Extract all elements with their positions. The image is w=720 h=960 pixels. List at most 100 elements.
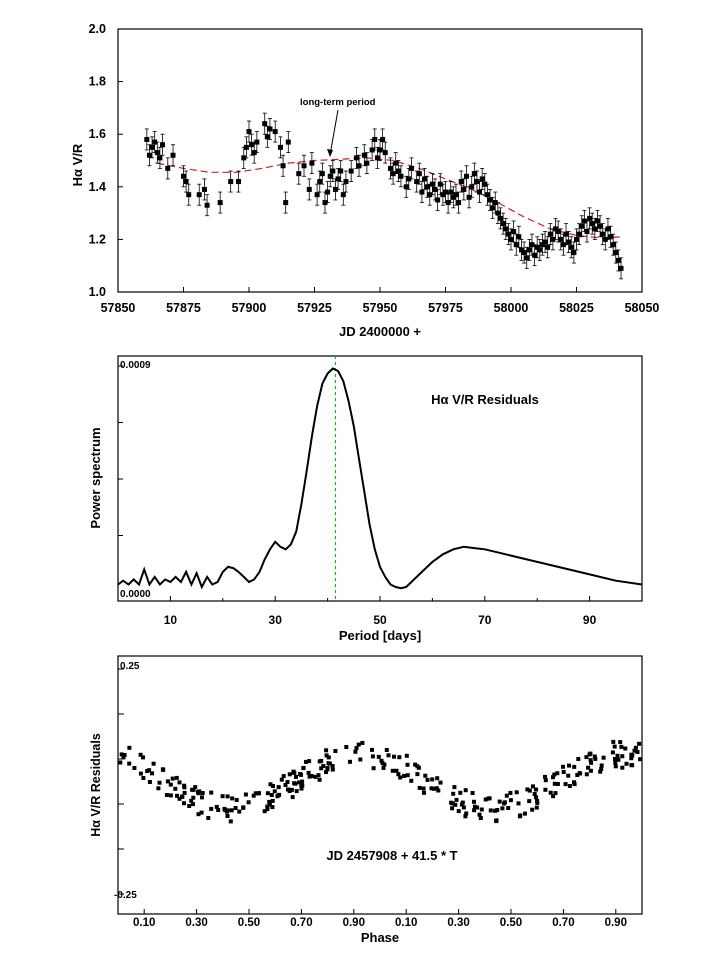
residual-data-point <box>430 777 435 782</box>
residual-data-point <box>552 772 557 777</box>
long-term-period-annotation: long-term period <box>300 97 376 108</box>
vr-data-point <box>555 220 561 243</box>
residual-data-point <box>637 741 642 746</box>
vr-data-point <box>380 128 386 151</box>
vr-data-point <box>170 144 176 167</box>
residual-data-point <box>243 792 248 797</box>
vr-data-point <box>356 154 362 177</box>
vr-data-point <box>285 131 291 154</box>
vr-data-point <box>600 223 606 246</box>
residual-data-point <box>475 805 480 810</box>
residual-data-point <box>225 794 230 799</box>
residual-data-point <box>333 749 338 753</box>
phase-xtick-label: 0.70 <box>552 917 574 929</box>
vr-data-point <box>435 189 441 211</box>
residual-data-point <box>324 748 329 753</box>
annotation-arrow <box>329 109 339 156</box>
residual-data-point <box>514 790 519 795</box>
residual-data-point <box>257 791 261 796</box>
residual-data-point <box>175 793 179 798</box>
residual-data-point <box>324 753 329 758</box>
residual-data-point <box>429 786 434 791</box>
vr-ytick-label: 1.2 <box>89 232 106 246</box>
residual-data-point <box>246 800 251 805</box>
residual-data-point <box>164 793 169 797</box>
phase-xtick-label: 0.30 <box>185 917 207 929</box>
residual-data-point <box>165 779 170 784</box>
vr-data-point <box>157 146 163 169</box>
vr-data-point <box>511 220 517 243</box>
residual-data-point <box>508 798 513 803</box>
phase-x-axis-label: Phase <box>361 930 399 945</box>
phase-xtick-label: 0.50 <box>500 917 522 929</box>
residual-data-point <box>478 816 483 820</box>
residual-data-point <box>472 808 477 813</box>
residual-data-point <box>307 759 312 764</box>
vr-data-point <box>458 170 464 193</box>
residual-data-point <box>214 804 219 809</box>
vr-data-point <box>393 152 399 175</box>
residual-data-point <box>157 780 162 785</box>
phase-ytick-bottom: -0.25 <box>114 890 137 901</box>
power-xtick-label: 70 <box>478 613 492 627</box>
vr-data-point <box>566 231 572 253</box>
vr-data-point <box>280 154 286 177</box>
vr-data-point <box>204 194 210 217</box>
residual-data-point <box>472 799 476 804</box>
vr-data-point <box>574 228 579 251</box>
vr-data-point <box>461 178 467 201</box>
residual-data-point <box>304 759 308 764</box>
residual-data-point <box>319 766 324 771</box>
vr-data-point <box>584 220 590 243</box>
vr-data-point <box>246 120 252 143</box>
residual-data-point <box>453 802 458 807</box>
vr-ytick-label: 1.6 <box>89 127 106 141</box>
residual-data-point <box>396 772 401 777</box>
residual-data-point <box>413 762 418 767</box>
residual-data-point <box>324 770 328 775</box>
vr-data-point <box>618 257 624 280</box>
vr-data-point <box>374 146 380 169</box>
vr-data-point <box>186 183 192 206</box>
vr-data-point <box>364 152 370 175</box>
residual-data-point <box>132 766 137 770</box>
vr-data-point <box>165 157 171 180</box>
residual-data-point <box>398 775 403 780</box>
residual-data-point <box>268 782 273 787</box>
residual-data-point <box>177 796 182 801</box>
residual-data-point <box>297 780 301 785</box>
vr-data-point <box>408 157 414 180</box>
vr-xtick-label: 58050 <box>625 301 660 315</box>
residual-data-point <box>220 794 225 799</box>
residual-data-point <box>138 752 143 757</box>
residual-data-point <box>629 763 634 768</box>
vr-data-point <box>453 183 459 206</box>
vr-data-point <box>144 128 150 151</box>
vr-data-point <box>403 175 409 198</box>
residual-data-point <box>269 793 274 797</box>
residual-data-point <box>289 787 294 792</box>
phase-xtick-label: 0.10 <box>133 917 155 929</box>
vr-data-point <box>429 173 435 196</box>
residual-data-point <box>328 761 332 766</box>
annotation-arrowhead <box>327 149 333 157</box>
vr-data-point <box>508 228 514 251</box>
residual-data-point <box>404 753 409 758</box>
residual-data-point <box>379 758 384 763</box>
vr-data-point <box>597 215 603 238</box>
residual-data-point <box>293 781 298 786</box>
vr-xtick-label: 58000 <box>494 301 529 315</box>
residual-data-point <box>449 800 454 805</box>
residual-data-point <box>567 763 571 768</box>
power-x-axis-label: Period [days] <box>339 628 421 643</box>
residual-data-point <box>381 765 386 770</box>
vr-data-point <box>579 215 585 238</box>
power-xtick-label: 50 <box>373 613 387 627</box>
vr-data-point <box>518 238 524 261</box>
residual-data-point <box>629 752 634 757</box>
vr-data-point <box>406 167 412 190</box>
residual-data-point <box>527 788 532 793</box>
residual-data-point <box>463 814 468 819</box>
residual-data-point <box>479 807 484 812</box>
residual-data-point <box>450 806 455 811</box>
